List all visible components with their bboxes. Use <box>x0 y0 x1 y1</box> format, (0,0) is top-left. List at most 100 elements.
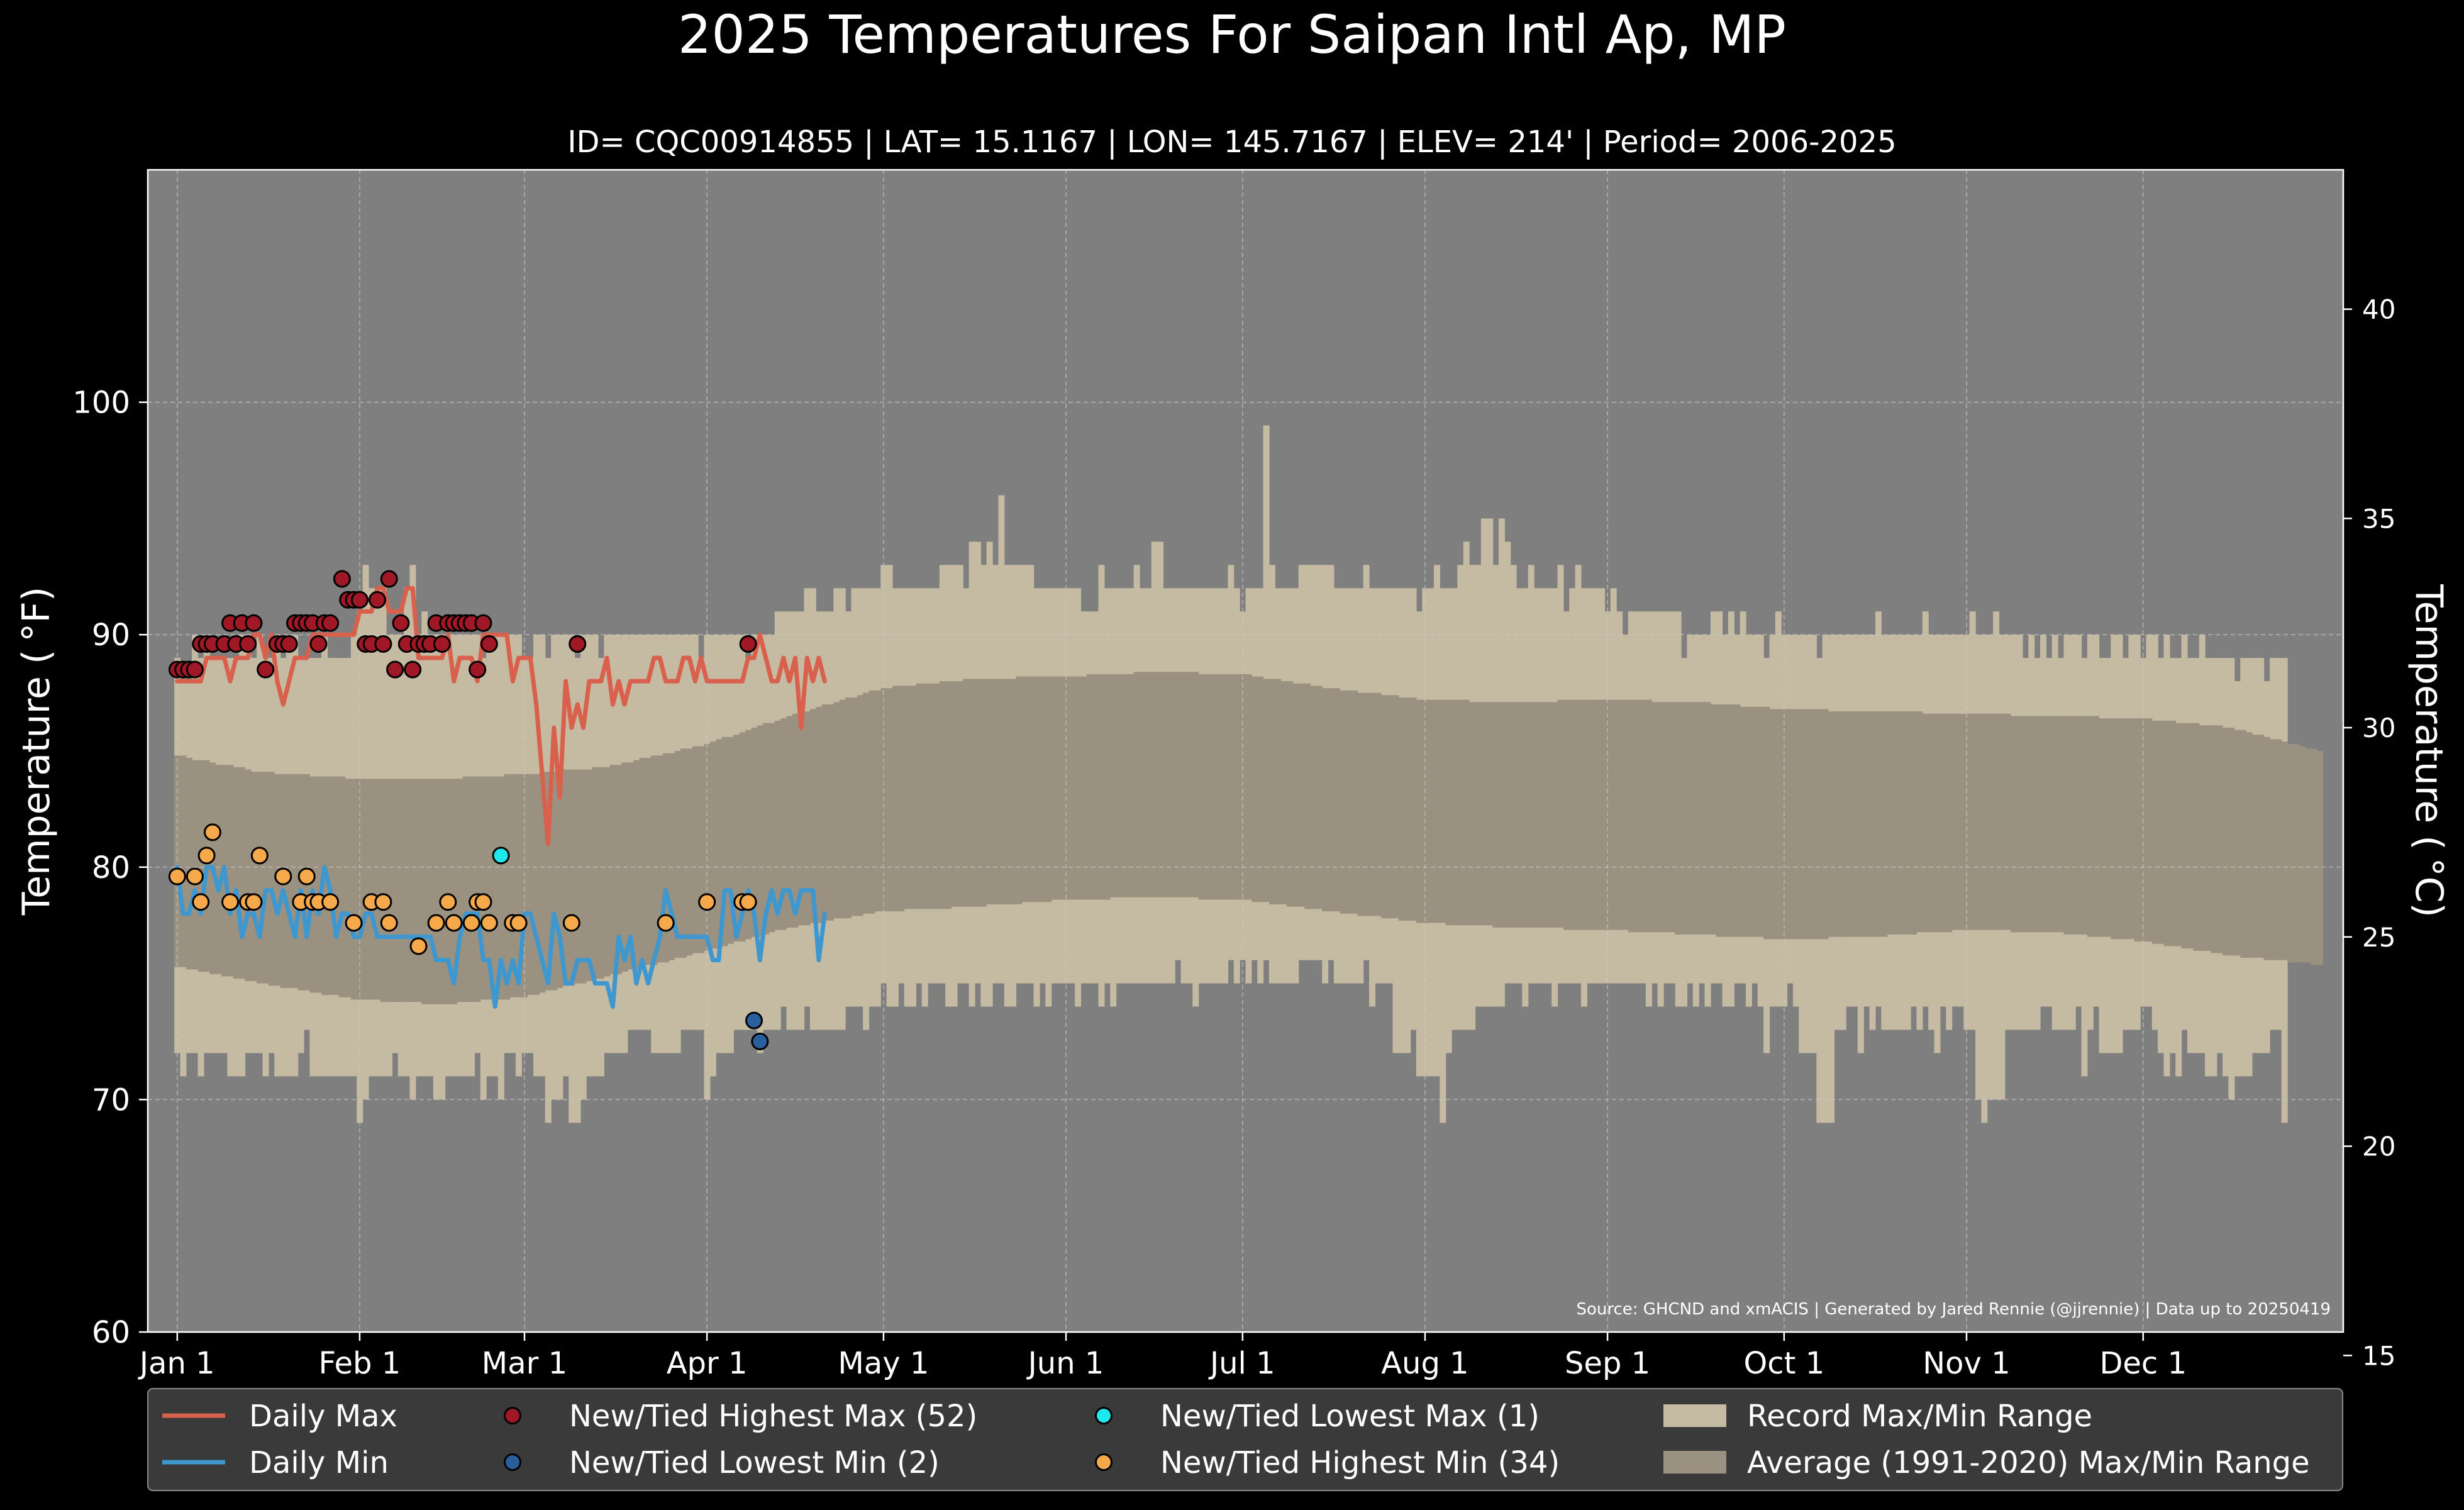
average-range-bar <box>1268 679 1275 904</box>
average-range-bar <box>774 720 781 930</box>
average-range-bar <box>657 755 663 963</box>
average-range-bar <box>1057 676 1063 900</box>
average-range-bar <box>292 774 299 988</box>
legend-label: New/Tied Highest Min (34) <box>1160 1445 1560 1480</box>
average-range-bar <box>1699 702 1706 935</box>
average-range-bar <box>974 679 981 907</box>
average-range-bar <box>404 779 411 1002</box>
average-range-bar <box>2193 723 2200 951</box>
average-range-bar <box>2270 739 2276 960</box>
average-range-bar <box>669 753 675 960</box>
daily-lines <box>175 586 827 1009</box>
average-range-bar <box>2004 713 2011 930</box>
highest-max-point <box>239 635 257 653</box>
average-range-bar <box>1163 672 1170 897</box>
average-range-bar <box>1592 699 1599 930</box>
average-range-bar <box>1498 702 1505 928</box>
x-tick-label: Jun 1 <box>1026 1346 1104 1381</box>
highest-min-point <box>186 867 204 885</box>
average-range-bar <box>2099 718 2106 937</box>
average-range-bar <box>197 760 204 972</box>
y-right-tick-label: 30 <box>2362 713 2395 743</box>
average-range-bar <box>839 699 846 919</box>
average-range-bar <box>2163 720 2170 947</box>
average-range-bar <box>2081 716 2088 935</box>
average-range-bar <box>2199 725 2206 951</box>
average-range-bar <box>374 779 381 1000</box>
average-range-bar <box>1463 699 1470 926</box>
average-range-bar <box>1340 690 1346 914</box>
average-range-bar <box>2305 748 2312 963</box>
average-range-bar <box>2128 718 2135 940</box>
average-range-bar <box>1316 686 1323 909</box>
average-range-bar <box>1911 711 1917 935</box>
y-left-tick-label: 90 <box>92 618 130 653</box>
average-range-bar <box>2211 725 2217 953</box>
average-range-bar <box>2016 716 2023 933</box>
average-range-bar <box>1687 702 1694 935</box>
legend-label: New/Tied Lowest Min (2) <box>569 1445 940 1480</box>
average-range-bar <box>1045 676 1052 902</box>
highest-max-point <box>474 614 492 632</box>
x-tick-label: Dec 1 <box>2099 1346 2187 1381</box>
average-range-bar <box>2287 743 2294 963</box>
average-range-bar <box>368 779 375 1000</box>
average-range-bar <box>586 769 593 981</box>
average-range-bar <box>616 765 623 974</box>
average-range-bar <box>1333 688 1340 912</box>
average-range-bar <box>1846 711 1853 937</box>
average-range-bar <box>686 748 693 956</box>
average-range-bar <box>674 751 681 958</box>
x-tick-label: Nov 1 <box>1923 1346 2010 1381</box>
average-range-bar <box>215 765 222 974</box>
highest-min-point <box>509 914 528 932</box>
average-range-bar <box>1887 711 1894 935</box>
highest-max-point <box>309 635 328 653</box>
average-range-bar <box>451 779 457 1004</box>
average-range-bar <box>1951 713 1958 930</box>
average-range-bar <box>1475 702 1482 926</box>
average-range-bar <box>1263 679 1270 902</box>
average-range-bar <box>2075 716 2082 935</box>
average-range-bar <box>709 741 716 949</box>
average-range-bar <box>1369 692 1375 916</box>
average-range-bar <box>562 769 569 986</box>
legend-patch-swatch <box>1663 1404 1726 1427</box>
average-range-bar <box>580 769 587 984</box>
highest-max-point <box>469 660 487 679</box>
average-range-bar <box>1704 702 1711 935</box>
average-range-bar <box>1551 702 1558 928</box>
highest-min-point <box>221 893 240 911</box>
average-range-bar <box>1098 674 1105 900</box>
x-tick-label: Jan 1 <box>138 1346 215 1381</box>
y-axis-left: 60 70 80 90 100 <box>72 386 148 1350</box>
average-range-bar <box>427 779 434 1004</box>
average-range-bar <box>268 772 275 986</box>
average-range-bar <box>1834 711 1841 937</box>
average-range-bar <box>527 774 534 996</box>
average-range-bar <box>457 779 463 1002</box>
average-range-bar <box>1875 711 1882 937</box>
average-range-bar <box>1016 676 1023 904</box>
average-range-bar <box>2316 751 2323 965</box>
average-range-bar <box>1175 672 1182 897</box>
average-range-bar <box>1769 709 1776 940</box>
average-range-bar <box>1510 702 1517 928</box>
average-range-bar <box>1280 681 1287 904</box>
average-range-bar <box>539 772 546 993</box>
highest-min-point <box>409 937 428 955</box>
average-range-bar <box>1222 674 1229 900</box>
average-range-bar <box>963 679 970 907</box>
average-range-bar <box>651 755 658 965</box>
average-range-bar <box>1110 674 1117 897</box>
highest-max-point <box>374 635 392 653</box>
average-range-bar <box>1080 676 1087 900</box>
average-range-bar <box>1140 672 1146 897</box>
average-range-bar <box>951 681 958 907</box>
average-range-bar <box>780 718 787 930</box>
legend-dot-swatch <box>504 1407 521 1424</box>
average-range-bar <box>2069 716 2076 935</box>
lowest-min-point <box>745 1011 763 1030</box>
y-right-tick-label: 20 <box>2362 1131 2395 1162</box>
average-range-bar <box>386 779 393 1002</box>
